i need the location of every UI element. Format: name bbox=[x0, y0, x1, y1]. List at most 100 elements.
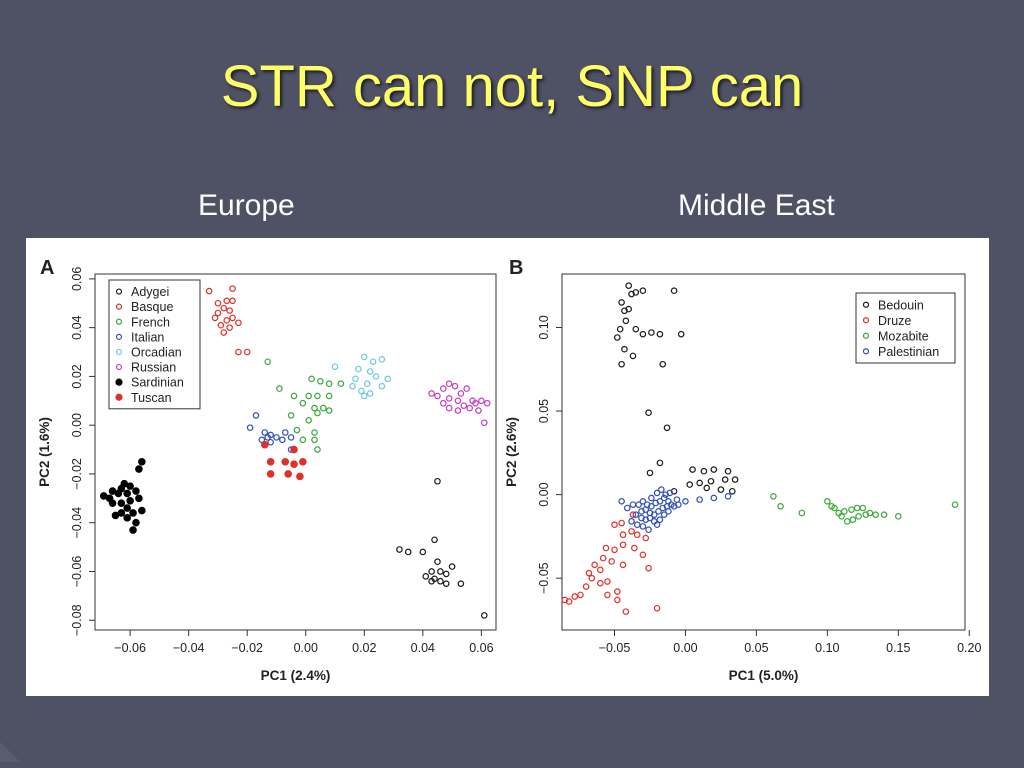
panel-a-point-russian bbox=[440, 385, 447, 392]
panel-a-point-orcadian bbox=[349, 382, 356, 390]
panel-a-point-french bbox=[317, 377, 324, 385]
panel-b-point-bedouin bbox=[710, 466, 718, 473]
panel-b-point-druze bbox=[614, 588, 621, 595]
panel-b-legend-label-druze: Druze bbox=[878, 314, 911, 328]
panel-a-legend-marker-basque bbox=[115, 303, 123, 310]
panel-a-panel-label: A bbox=[40, 257, 54, 279]
panel-a-point-russian bbox=[440, 399, 447, 407]
panel-a-point-sardinian bbox=[108, 499, 117, 508]
panel-a-point-orcadian bbox=[366, 390, 374, 397]
panel-b-point-druze bbox=[597, 566, 604, 574]
panel-a-point-adygei bbox=[437, 568, 444, 575]
panel-b-legend-marker-bedouin bbox=[862, 301, 870, 308]
panel-b-legend-label-bedouin: Bedouin bbox=[878, 298, 924, 312]
panel-a-point-basque bbox=[223, 297, 231, 305]
panel-b-panel-label: B bbox=[509, 257, 523, 279]
panel-b-point-druze bbox=[631, 544, 638, 552]
panel-a-point-russian bbox=[445, 395, 453, 402]
panel-a-point-tuscan bbox=[284, 470, 292, 478]
panel-a-point-french bbox=[314, 409, 321, 417]
panel-b-point-druze bbox=[633, 531, 641, 539]
panel-a-point-orcadian bbox=[378, 382, 386, 390]
panel-a-point-tuscan bbox=[290, 445, 298, 454]
panel-b-point-bedouin bbox=[728, 487, 736, 495]
panel-a-point-basque bbox=[220, 329, 228, 336]
panel-a-point-adygei bbox=[428, 568, 435, 575]
panel-a-point-sardinian bbox=[126, 482, 134, 490]
slide-title: STR can not, SNP can bbox=[220, 54, 804, 119]
panel-b-point-mozabite bbox=[841, 508, 848, 515]
panel-a-point-basque bbox=[235, 348, 242, 356]
panel-b-point-bedouin bbox=[721, 476, 729, 483]
panel-b-point-palestinian bbox=[665, 508, 672, 515]
panel-a-point-russian bbox=[445, 404, 453, 412]
panel-a-point-adygei bbox=[442, 570, 450, 578]
panel-b-point-bedouin bbox=[614, 334, 621, 341]
panel-a-point-french bbox=[320, 404, 327, 412]
panel-b-point-palestinian bbox=[675, 501, 682, 508]
panel-a-x-tick-label: −0.06 bbox=[114, 641, 146, 655]
panel-a-point-french bbox=[314, 392, 321, 400]
panel-b-point-druze bbox=[597, 579, 604, 587]
panel-a-point-sardinian bbox=[138, 457, 146, 466]
panel-b-legend-marker-druze bbox=[862, 317, 870, 324]
panel-a-legend-marker-sardinian bbox=[115, 378, 123, 386]
panel-b-point-palestinian bbox=[710, 494, 718, 502]
panel-b-point-palestinian bbox=[656, 498, 664, 505]
panel-a-point-french bbox=[325, 407, 333, 414]
panel-a-point-orcadian bbox=[360, 392, 368, 400]
panel-b-point-bedouin bbox=[618, 360, 625, 368]
panel-b-point-palestinian bbox=[656, 516, 664, 523]
panel-b-point-druze bbox=[585, 569, 593, 577]
panel-b-point-bedouin bbox=[717, 486, 725, 493]
panel-a-legend-label-french: French bbox=[131, 315, 170, 329]
panel-a-point-russian bbox=[480, 419, 488, 427]
panel-b-point-bedouin bbox=[639, 287, 647, 295]
panel-b-point-palestinian bbox=[682, 498, 689, 505]
panel-b-point-palestinian bbox=[653, 489, 661, 497]
panel-b-point-palestinian bbox=[724, 492, 732, 500]
panel-b-point-bedouin bbox=[625, 282, 632, 289]
panel-b-point-bedouin bbox=[707, 477, 715, 485]
panel-a-point-basque bbox=[226, 307, 233, 314]
subtitle-europe: Europe bbox=[198, 189, 295, 222]
panel-b-point-druze bbox=[602, 544, 610, 552]
panel-b-point-mozabite bbox=[843, 518, 851, 525]
panel-a-point-sardinian bbox=[114, 489, 123, 498]
panel-b-point-mozabite bbox=[895, 513, 902, 520]
pca-figure: A −0.06 −0.04 −0.02 0.00 0.02 0.04 0.06 −0.08 −0.… bbox=[37, 257, 981, 683]
panel-a-point-basque bbox=[217, 321, 225, 329]
panel-a-point-basque bbox=[229, 285, 236, 292]
panel-a-legend-label-orcadian: Orcadian bbox=[131, 345, 182, 359]
panel-a-legend-marker-russian bbox=[115, 363, 123, 371]
panel-b-point-bedouin bbox=[659, 360, 667, 368]
panel-a-y-tick-label: 0.00 bbox=[70, 413, 84, 437]
panel-a-point-french bbox=[299, 399, 307, 407]
panel-b-point-palestinian bbox=[650, 511, 658, 518]
panel-a-point-french bbox=[299, 436, 307, 444]
panel-b-point-bedouin bbox=[618, 299, 625, 306]
panel-a-point-orcadian bbox=[372, 373, 380, 380]
panel-b-point-bedouin bbox=[686, 481, 694, 488]
panel-b-point-bedouin bbox=[646, 469, 654, 477]
panel-b-point-palestinian bbox=[648, 494, 655, 502]
panel-a-x-tick-label: −0.04 bbox=[173, 641, 205, 655]
panel-a-point-adygei bbox=[442, 580, 450, 587]
panel-a-point-basque bbox=[235, 319, 242, 327]
panel-a-point-adygei bbox=[437, 577, 444, 585]
panel-a-point-russian bbox=[475, 407, 482, 414]
panel-a-point-french bbox=[305, 392, 312, 400]
panel-b-x-tick-label: 0.00 bbox=[673, 641, 697, 655]
panel-a-point-sardinian bbox=[135, 465, 143, 473]
panel-a-point-russian bbox=[466, 404, 473, 412]
panel-a-point-french bbox=[311, 436, 318, 444]
panel-a-point-russian bbox=[478, 397, 485, 405]
panel-b-y-tick-label: 0.05 bbox=[537, 399, 551, 423]
panel-a-point-adygei bbox=[422, 573, 430, 580]
panel-a-point-russian bbox=[483, 399, 491, 407]
panel-b-point-druze bbox=[611, 546, 618, 554]
panel-a-point-sardinian bbox=[123, 504, 131, 512]
panel-a-point-italian bbox=[287, 434, 295, 441]
panel-b-point-druze bbox=[645, 564, 652, 572]
panel-a-point-italian bbox=[261, 429, 269, 436]
